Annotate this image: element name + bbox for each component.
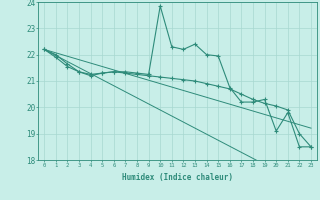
X-axis label: Humidex (Indice chaleur): Humidex (Indice chaleur) <box>122 173 233 182</box>
